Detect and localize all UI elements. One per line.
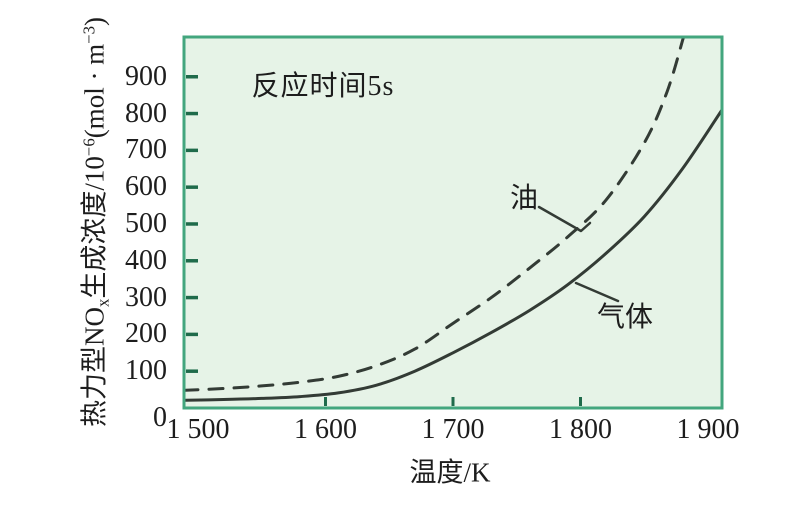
y-tick-label: 700 (125, 134, 167, 166)
plot-background (182, 35, 724, 410)
y-axis-title-part: ) (79, 16, 110, 26)
y-axis-title: 热力型NOx生成浓度/10−6(mol · m−3) (72, 17, 113, 427)
x-axis-title: 温度/K (409, 457, 491, 488)
x-tick-label: 1 800 (548, 414, 612, 445)
y-tick-label: 300 (125, 281, 167, 313)
y-tick-label: 800 (125, 97, 167, 129)
y-axis-title-part: 生成浓度/10 (79, 156, 110, 299)
oil-curve (185, 38, 685, 392)
oil-leader-line (537, 205, 592, 233)
series-label-gas: 气体 (596, 302, 654, 333)
y-tick-label: 400 (125, 244, 167, 276)
y-axis-title-part: −6 (79, 138, 99, 157)
y-axis-title-part: x (93, 298, 113, 308)
y-axis-title-part: (mol · m (79, 43, 110, 139)
y-tick-label: 200 (125, 318, 167, 350)
x-tick-label: 1 900 (676, 414, 740, 445)
y-axis-title-part: 热力型NO (79, 307, 110, 428)
y-tick-label: 0 (153, 402, 167, 433)
y-axis-title-part: −3 (79, 25, 99, 44)
gas-curve (185, 109, 721, 402)
y-tick-label: 900 (125, 60, 167, 92)
gas-leader-line (574, 281, 620, 303)
y-tick-label: 500 (125, 207, 167, 239)
series-label-oil: 油 (509, 183, 539, 214)
x-tick-label: 1 500 (166, 414, 230, 445)
y-tick-label: 600 (125, 171, 167, 203)
x-tick-label: 1 600 (294, 414, 357, 445)
x-tick-label: 1 700 (421, 414, 485, 445)
annotation-reaction-time: 反应时间5s (251, 71, 395, 102)
y-tick-label: 100 (125, 355, 167, 387)
